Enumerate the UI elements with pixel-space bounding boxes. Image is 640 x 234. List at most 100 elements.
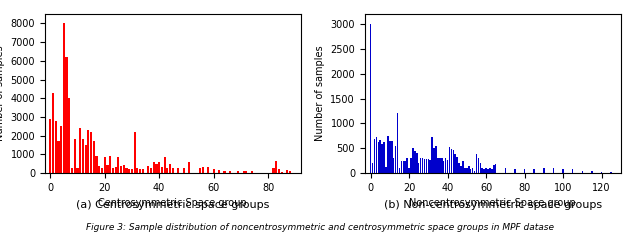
Bar (563, 169, 564, 173)
Bar (439, 158, 440, 173)
Bar (202, 167, 204, 173)
Bar (82, 139, 84, 173)
Bar (380, 140, 381, 173)
Bar (483, 169, 485, 173)
Bar (141, 169, 144, 173)
Bar (429, 160, 431, 173)
Bar (374, 139, 375, 173)
Bar (443, 161, 445, 173)
Bar (251, 171, 253, 173)
Bar (403, 161, 404, 173)
Bar (485, 168, 487, 173)
Bar (553, 168, 554, 173)
Bar (106, 165, 109, 173)
Bar (389, 141, 390, 173)
Bar (424, 159, 425, 173)
Bar (177, 168, 179, 173)
Bar (412, 148, 413, 173)
Bar (63, 23, 65, 173)
Bar (161, 167, 163, 173)
Bar (65, 57, 68, 173)
Bar (93, 141, 95, 173)
Bar (458, 163, 460, 173)
Bar (422, 158, 423, 173)
Bar (79, 128, 81, 173)
Bar (164, 157, 166, 173)
Bar (199, 168, 201, 173)
Bar (169, 164, 171, 173)
Bar (447, 160, 449, 173)
Bar (372, 163, 373, 173)
Bar (109, 156, 111, 173)
Bar (401, 161, 402, 173)
Bar (147, 166, 149, 173)
X-axis label: Noncentrosymmetric Space group: Noncentrosymmetric Space group (410, 198, 576, 208)
Bar (90, 132, 92, 173)
Bar (572, 169, 573, 173)
Text: (b) Non-centrosymmetric space groups: (b) Non-centrosymmetric space groups (384, 200, 602, 210)
Bar (172, 168, 174, 173)
Bar (433, 148, 435, 173)
Bar (491, 169, 493, 173)
Bar (68, 98, 70, 173)
Bar (101, 168, 103, 173)
Bar (445, 158, 447, 173)
Bar (399, 168, 400, 173)
Bar (418, 163, 419, 173)
Bar (582, 171, 583, 173)
Bar (524, 169, 525, 173)
Bar (397, 113, 398, 173)
Bar (158, 162, 160, 173)
Bar (128, 169, 131, 173)
Bar (381, 144, 383, 173)
Bar (428, 159, 429, 173)
Bar (393, 158, 394, 173)
Bar (54, 121, 57, 173)
Bar (441, 158, 443, 173)
Bar (153, 162, 155, 173)
Bar (470, 169, 472, 173)
Bar (504, 168, 506, 173)
Bar (286, 170, 288, 173)
Bar (289, 171, 291, 173)
Bar (385, 167, 387, 173)
Bar (477, 158, 479, 173)
Bar (370, 24, 371, 173)
Bar (533, 169, 535, 173)
Bar (435, 146, 436, 173)
Bar (52, 93, 54, 173)
Bar (125, 168, 127, 173)
Bar (134, 132, 136, 173)
Bar (591, 171, 593, 173)
Bar (156, 164, 157, 173)
Text: Figure 3: Sample distribution of noncentrosymmetric and centrosymmetric space gr: Figure 3: Sample distribution of noncent… (86, 223, 554, 232)
Bar (243, 171, 244, 173)
Bar (60, 126, 62, 173)
Bar (117, 157, 120, 173)
Y-axis label: Number of samples: Number of samples (0, 46, 5, 141)
Bar (273, 168, 275, 173)
Bar (120, 166, 122, 173)
Bar (98, 166, 100, 173)
Bar (212, 169, 215, 173)
Bar (278, 169, 280, 173)
Bar (611, 172, 612, 173)
Bar (420, 158, 421, 173)
Bar (74, 139, 76, 173)
Bar (462, 161, 464, 173)
X-axis label: Centrosymmetric Space group: Centrosymmetric Space group (99, 198, 247, 208)
Bar (95, 156, 98, 173)
Bar (182, 168, 185, 173)
Bar (84, 145, 87, 173)
Bar (237, 171, 239, 173)
Bar (514, 169, 516, 173)
Bar (229, 171, 231, 173)
Bar (464, 168, 466, 173)
Bar (451, 149, 452, 173)
Bar (391, 141, 392, 173)
Bar (281, 172, 283, 173)
Bar (408, 168, 410, 173)
Bar (131, 169, 133, 173)
Bar (275, 161, 277, 173)
Bar (452, 150, 454, 173)
